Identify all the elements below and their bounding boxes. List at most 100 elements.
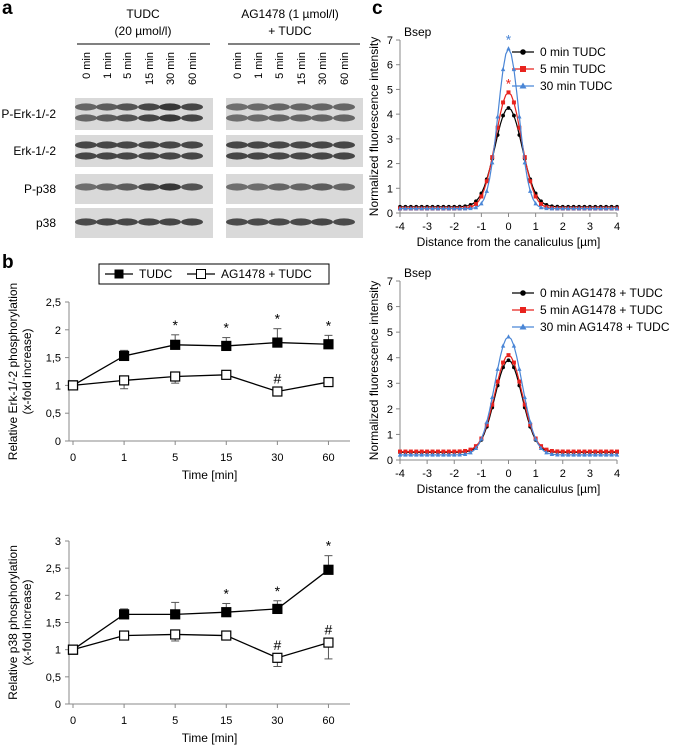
x-tick-label: 15 (220, 715, 232, 727)
profile-point (500, 343, 506, 348)
blot-band (247, 218, 269, 226)
legend-marker (114, 269, 124, 279)
profile-point (452, 449, 457, 454)
profile-point (544, 205, 549, 211)
x-tick-label: -2 (449, 221, 459, 233)
blot-band (116, 183, 138, 191)
profile-point (549, 448, 554, 453)
profile-point (560, 206, 565, 211)
profile-point (615, 449, 619, 454)
y-tick-label: 3 (387, 378, 393, 390)
blot-band (226, 183, 248, 191)
western-blot: P-Erk-1/-2 Erk-1/-2 P-p38 p38 (1, 98, 363, 238)
blot-band (311, 218, 333, 226)
profile-point (544, 450, 549, 455)
profile-point (403, 206, 408, 211)
profile-point (462, 451, 468, 456)
profile-line (400, 354, 617, 453)
blot-band (311, 152, 333, 160)
profile-point (614, 206, 620, 211)
x-tick-label: 2 (560, 221, 566, 233)
blot-band (311, 141, 333, 149)
profile-point (593, 206, 598, 211)
x-tick-label: -3 (422, 468, 432, 480)
x-axis-label: Distance from the canaliculus [µm] (417, 235, 601, 249)
profile-point (435, 452, 441, 457)
profile-point (419, 452, 424, 457)
profile-point (565, 452, 571, 457)
blot-lane-label: 5 min (274, 52, 286, 79)
profile-point (517, 125, 522, 130)
blot-lane-label: 60 min (339, 52, 351, 85)
profile-point (430, 206, 435, 211)
profile-point (397, 206, 403, 211)
profile-point (571, 449, 576, 454)
profile-point (452, 206, 457, 211)
profile-point (528, 419, 533, 424)
profile-point (501, 100, 506, 105)
data-point (67, 380, 79, 391)
x-tick-label: 0 (70, 452, 76, 464)
profile-point (603, 452, 609, 457)
profile-point (419, 206, 424, 211)
blot-band (333, 183, 355, 191)
profile-point (500, 66, 506, 72)
profile-point (614, 452, 620, 457)
profile-point (484, 179, 489, 184)
blot-band (138, 114, 160, 122)
profile-point (462, 206, 468, 211)
legend-label: 30 min TUDC (540, 79, 613, 93)
y-tick-label: 6 (387, 60, 393, 72)
profile-point (506, 353, 511, 358)
x-tick-label: -3 (422, 221, 432, 233)
profile-point (582, 206, 587, 211)
significance-label: * (326, 538, 332, 554)
profile-point (501, 360, 506, 365)
legend-label: 0 min AG1478 + TUDC (540, 286, 663, 300)
legend-label: 30 min AG1478 + TUDC (540, 320, 670, 334)
significance-label: * (326, 317, 332, 333)
y-tick-label: 2 (55, 590, 61, 602)
x-tick-label: 1 (121, 715, 127, 727)
profile-point (522, 394, 527, 400)
y-tick-label: 1,5 (46, 353, 61, 365)
legend-label: AG1478 + TUDC (221, 267, 312, 281)
blot-band (159, 103, 181, 111)
profile-point (512, 113, 516, 118)
blot-band (116, 218, 138, 226)
profile-point (555, 449, 560, 454)
profile-point (484, 422, 489, 427)
profile-point (506, 90, 511, 95)
y-tick-label: 2,5 (46, 297, 61, 309)
data-point (118, 630, 130, 641)
y-tick-label: 2,5 (46, 563, 61, 575)
x-tick-label: -4 (395, 221, 405, 233)
profile-point (538, 204, 544, 210)
x-axis-label: Time [min] (182, 731, 238, 745)
y-tick-label: 7 (387, 276, 393, 288)
significance-label: * (506, 32, 512, 48)
profile-point (555, 452, 560, 457)
blot-band (333, 114, 355, 122)
blot-band (268, 103, 290, 111)
profile-point (403, 452, 408, 457)
blot-band (159, 114, 181, 122)
profile-point (511, 360, 516, 365)
profile-point (582, 452, 587, 457)
profile-point (528, 188, 533, 193)
blot-lane-label: 5 min (122, 52, 134, 79)
legend-label: TUDC (139, 267, 173, 281)
y-tick-label: 1 (55, 645, 61, 657)
profile-point (576, 452, 582, 457)
blot-band (138, 103, 160, 111)
profile-point (408, 449, 413, 454)
profile-point (446, 449, 451, 454)
y-tick-label: 3 (55, 536, 61, 548)
blot-band (181, 152, 203, 160)
x-tick-label: 3 (587, 468, 593, 480)
series-line (72, 633, 329, 659)
data-point (170, 371, 181, 382)
blot-lane-label: 30 min (165, 52, 177, 85)
bsep-tudc-profile-chart: 0 1 2 3 4 5 6 7 -4 -3 -2 -1 0 1 2 3 4 Distance from the c… (367, 25, 620, 249)
blot-band (333, 103, 355, 111)
